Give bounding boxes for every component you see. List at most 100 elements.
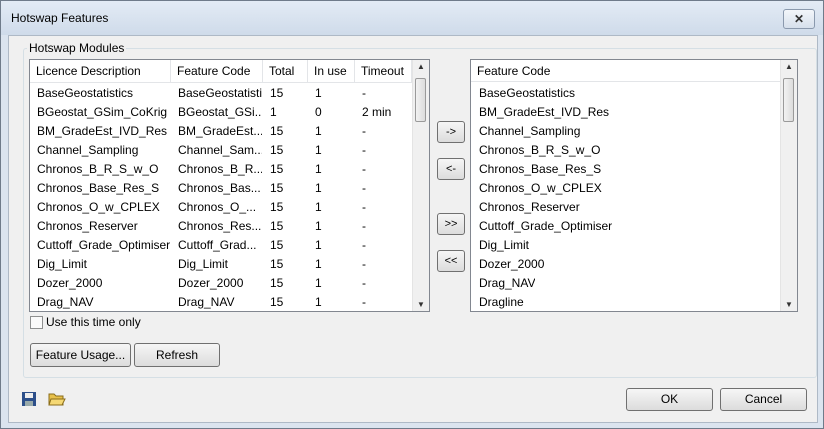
table-cell: - bbox=[362, 238, 366, 252]
table-cell: 15 bbox=[270, 219, 284, 233]
table-cell: 1 bbox=[315, 86, 322, 100]
table-cell: - bbox=[362, 219, 366, 233]
list-item[interactable]: Cuttoff_Grade_Optimiser bbox=[479, 219, 613, 233]
table-cell: Drag_NAV bbox=[178, 295, 235, 309]
list-item[interactable]: Chronos_B_R_S_w_O bbox=[479, 143, 601, 157]
table-cell: - bbox=[362, 181, 366, 195]
table-cell: Channel_Sam... bbox=[178, 143, 262, 157]
table-cell: - bbox=[362, 143, 366, 157]
table-cell: Drag_NAV bbox=[37, 295, 94, 309]
table-cell: 15 bbox=[270, 86, 284, 100]
table-cell: 1 bbox=[315, 162, 322, 176]
table-cell: Cuttoff_Grade_Optimiser bbox=[37, 238, 170, 252]
open-icon[interactable] bbox=[48, 391, 66, 407]
list-item[interactable]: Chronos_Base_Res_S bbox=[479, 162, 602, 176]
column-header[interactable]: Total bbox=[263, 60, 308, 82]
table-cell: Dozer_2000 bbox=[37, 276, 103, 290]
table-cell: 1 bbox=[315, 181, 322, 195]
table-cell: 15 bbox=[270, 257, 284, 271]
table-cell: 1 bbox=[315, 295, 322, 309]
close-button[interactable]: ✕ bbox=[783, 9, 815, 29]
list-item[interactable]: Dragline bbox=[479, 295, 524, 309]
table-cell: 1 bbox=[315, 257, 322, 271]
table-cell: 15 bbox=[270, 276, 284, 290]
table-cell: BaseGeostatistics bbox=[178, 86, 262, 100]
table-cell: 15 bbox=[270, 124, 284, 138]
column-header[interactable]: Timeout bbox=[355, 60, 412, 82]
table-cell: 1 bbox=[315, 276, 322, 290]
group-box bbox=[23, 48, 817, 378]
list-item[interactable]: Dozer_2000 bbox=[479, 257, 545, 271]
scrollbar[interactable]: ▲ ▼ bbox=[780, 60, 797, 311]
table-cell: Chronos_Reserver bbox=[37, 219, 138, 233]
table-cell: 15 bbox=[270, 162, 284, 176]
scroll-up-arrow[interactable]: ▲ bbox=[417, 62, 425, 71]
transfer-button[interactable]: >> bbox=[437, 213, 465, 235]
title-bar: Hotswap Features ✕ bbox=[1, 1, 823, 35]
table-cell: Dig_Limit bbox=[37, 257, 88, 271]
transfer-button[interactable]: <- bbox=[437, 158, 465, 180]
list-item[interactable]: Drag_NAV bbox=[479, 276, 536, 290]
transfer-button[interactable]: -> bbox=[437, 121, 465, 143]
table-cell: - bbox=[362, 86, 366, 100]
scroll-down-arrow[interactable]: ▼ bbox=[785, 300, 793, 309]
scroll-thumb[interactable] bbox=[415, 78, 426, 122]
save-icon[interactable] bbox=[21, 391, 37, 407]
list-item[interactable]: BaseGeostatistics bbox=[479, 86, 576, 100]
feature-usage-button[interactable]: Feature Usage... bbox=[30, 343, 131, 367]
table-cell: 1 bbox=[315, 143, 322, 157]
table-cell: Chronos_Res... bbox=[178, 219, 262, 233]
list-item[interactable]: Dig_Limit bbox=[479, 238, 530, 252]
header-row bbox=[30, 60, 414, 83]
refresh-button[interactable]: Refresh bbox=[134, 343, 220, 367]
transfer-button[interactable]: << bbox=[437, 250, 465, 272]
scroll-up-arrow[interactable]: ▲ bbox=[785, 62, 793, 71]
list-item[interactable]: Chronos_Reserver bbox=[479, 200, 580, 214]
scrollbar[interactable]: ▲ ▼ bbox=[412, 60, 429, 311]
table-cell: 15 bbox=[270, 295, 284, 309]
table-cell: 1 bbox=[315, 200, 322, 214]
table-cell: 1 bbox=[270, 105, 277, 119]
column-header[interactable]: Licence Description bbox=[30, 60, 171, 82]
table-cell: Chronos_O_... bbox=[178, 200, 257, 214]
table-cell: Chronos_Bas... bbox=[178, 181, 261, 195]
licence-list[interactable]: Licence Description Feature Code Total In u… bbox=[29, 59, 430, 312]
table-cell: BaseGeostatistics bbox=[37, 86, 134, 100]
table-cell: 0 bbox=[315, 105, 322, 119]
table-cell: Channel_Sampling bbox=[37, 143, 139, 157]
table-cell: Dozer_2000 bbox=[178, 276, 244, 290]
table-cell: - bbox=[362, 124, 366, 138]
list-item[interactable]: Chronos_O_w_CPLEX bbox=[479, 181, 602, 195]
scroll-thumb[interactable] bbox=[783, 78, 794, 122]
table-cell: 15 bbox=[270, 200, 284, 214]
table-cell: Chronos_B_R_S_w_O bbox=[37, 162, 159, 176]
cancel-button[interactable]: Cancel bbox=[720, 388, 807, 411]
table-cell: Chronos_B_R... bbox=[178, 162, 262, 176]
scroll-down-arrow[interactable]: ▼ bbox=[417, 300, 425, 309]
checkbox[interactable] bbox=[30, 316, 43, 329]
table-cell: BGeostat_GSi... bbox=[178, 105, 262, 119]
list-item[interactable]: BM_GradeEst_IVD_Res bbox=[479, 105, 610, 119]
table-cell: - bbox=[362, 257, 366, 271]
group-title: Hotswap Modules bbox=[27, 41, 127, 55]
list-item[interactable]: Channel_Sampling bbox=[479, 124, 581, 138]
table-cell: - bbox=[362, 200, 366, 214]
table-cell: BM_GradeEst... bbox=[178, 124, 262, 138]
table-cell: 1 bbox=[315, 238, 322, 252]
column-header[interactable]: In use bbox=[308, 60, 355, 82]
column-header[interactable]: Feature Code bbox=[471, 60, 781, 82]
table-cell: 2 min bbox=[362, 105, 392, 119]
table-cell: - bbox=[362, 295, 366, 309]
table-cell: 15 bbox=[270, 238, 284, 252]
table-cell: Chronos_O_w_CPLEX bbox=[37, 200, 160, 214]
checkbox-label: Use this time only bbox=[46, 315, 141, 329]
table-cell: BGeostat_GSim_CoKrig bbox=[37, 105, 168, 119]
table-cell: Chronos_Base_Res_S bbox=[37, 181, 160, 195]
feature-code-list[interactable]: Feature Code BaseGeostatistics BM_GradeEst… bbox=[470, 59, 798, 312]
table-cell: - bbox=[362, 276, 366, 290]
table-cell: - bbox=[362, 162, 366, 176]
column-header[interactable]: Feature Code bbox=[171, 60, 263, 82]
table-cell: 15 bbox=[270, 181, 284, 195]
ok-button[interactable]: OK bbox=[626, 388, 713, 411]
